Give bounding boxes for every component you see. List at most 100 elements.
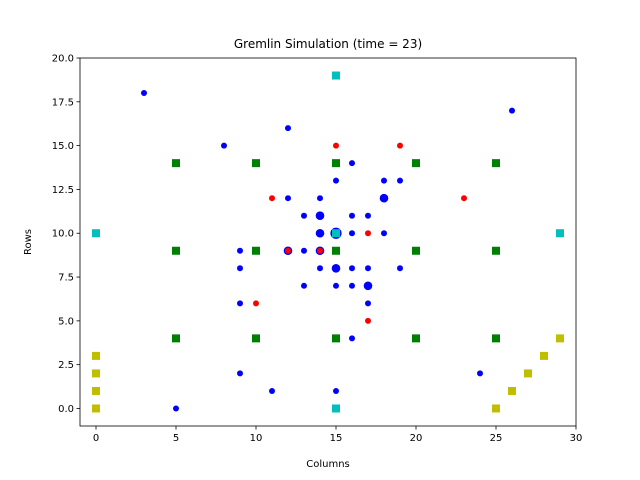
circle-marker [349, 212, 355, 219]
square-marker [412, 334, 420, 343]
plot-area [80, 58, 576, 426]
circle-marker [237, 300, 243, 307]
circle-marker [349, 160, 355, 167]
circle-marker [269, 387, 275, 394]
plot-frame [79, 57, 577, 427]
circle-marker [317, 265, 323, 272]
y-tick-label: 2.5 [58, 360, 74, 371]
y-tick-label: 17.5 [52, 97, 74, 108]
circle-marker [173, 405, 179, 412]
circle-marker [301, 212, 307, 219]
circle-marker [365, 300, 371, 307]
x-tick-label: 30 [570, 433, 583, 444]
circle-marker [301, 247, 307, 254]
x-axis-title: Columns [306, 459, 350, 470]
circle-marker [349, 282, 355, 289]
circle-marker [365, 265, 371, 272]
square-marker [252, 159, 260, 168]
square-marker [556, 334, 564, 343]
square-marker [332, 246, 340, 255]
square-marker [412, 159, 420, 168]
square-marker [172, 246, 180, 255]
circle-marker [237, 247, 243, 254]
square-marker [92, 386, 100, 395]
circle-marker [333, 282, 339, 289]
circle-marker [381, 177, 387, 184]
circle-marker [349, 230, 355, 237]
square-marker [492, 404, 500, 413]
square-marker [332, 159, 340, 168]
circle-marker [365, 317, 371, 324]
circle-marker [349, 265, 355, 272]
y-tick-label: 12.5 [52, 185, 74, 196]
circle-marker [285, 247, 291, 254]
square-marker [332, 71, 340, 80]
x-tick-label: 0 [93, 433, 99, 444]
y-tick-label: 10.0 [52, 229, 74, 240]
square-marker [492, 246, 500, 255]
circle-marker [285, 125, 291, 132]
circle-marker [363, 281, 373, 291]
square-marker [412, 246, 420, 255]
square-marker [172, 159, 180, 168]
circle-marker [253, 300, 259, 307]
circle-marker [333, 177, 339, 184]
circle-marker [221, 142, 227, 149]
circle-marker [381, 230, 387, 237]
circle-marker [509, 107, 515, 114]
circle-marker [317, 195, 323, 202]
circle-marker [331, 263, 341, 273]
circle-marker [397, 265, 403, 272]
y-tick-label: 0.0 [58, 404, 74, 415]
square-marker [252, 334, 260, 343]
circle-marker [349, 335, 355, 342]
square-marker [524, 369, 532, 378]
square-marker [92, 351, 100, 360]
square-marker [172, 334, 180, 343]
x-tick-label: 15 [330, 433, 343, 444]
circle-marker [317, 247, 323, 254]
square-marker [556, 229, 564, 238]
square-marker [252, 246, 260, 255]
circle-marker [301, 282, 307, 289]
square-marker [92, 404, 100, 413]
circle-marker [397, 142, 403, 149]
circle-marker [315, 211, 325, 221]
square-marker [540, 351, 548, 360]
axis-ticks: 0 5 10 15 20 25 30 0.0 2.5 5.0 7.5 10.0 12.5 15.0 17.5… [52, 54, 583, 445]
circle-marker [285, 195, 291, 202]
circle-marker [237, 370, 243, 377]
circle-marker [141, 90, 147, 97]
circle-marker [333, 142, 339, 149]
circle-marker [237, 265, 243, 272]
y-tick-label: 20.0 [52, 54, 74, 65]
circle-marker [365, 212, 371, 219]
x-tick-label: 10 [250, 433, 263, 444]
square-marker [92, 369, 100, 378]
square-marker [492, 159, 500, 168]
circle-marker [379, 193, 389, 203]
x-tick-label: 25 [490, 433, 503, 444]
y-tick-label: 7.5 [58, 273, 74, 284]
square-marker [92, 229, 100, 238]
chart-title: Gremlin Simulation (time = 23) [234, 37, 422, 51]
square-marker [332, 334, 340, 343]
y-axis-title: Rows [23, 229, 34, 255]
x-tick-label: 5 [173, 433, 179, 444]
square-marker [332, 229, 340, 238]
square-marker [492, 334, 500, 343]
y-tick-label: 5.0 [58, 316, 74, 327]
circle-marker [477, 370, 483, 377]
circle-marker [365, 230, 371, 237]
circle-marker [269, 195, 275, 202]
square-marker [332, 404, 340, 413]
circle-marker [461, 195, 467, 202]
circle-marker [315, 228, 325, 238]
circle-marker [397, 177, 403, 184]
square-marker [508, 386, 516, 395]
y-tick-label: 15.0 [52, 141, 74, 152]
data-marks [92, 71, 564, 413]
circle-marker [333, 387, 339, 394]
x-tick-label: 20 [410, 433, 423, 444]
